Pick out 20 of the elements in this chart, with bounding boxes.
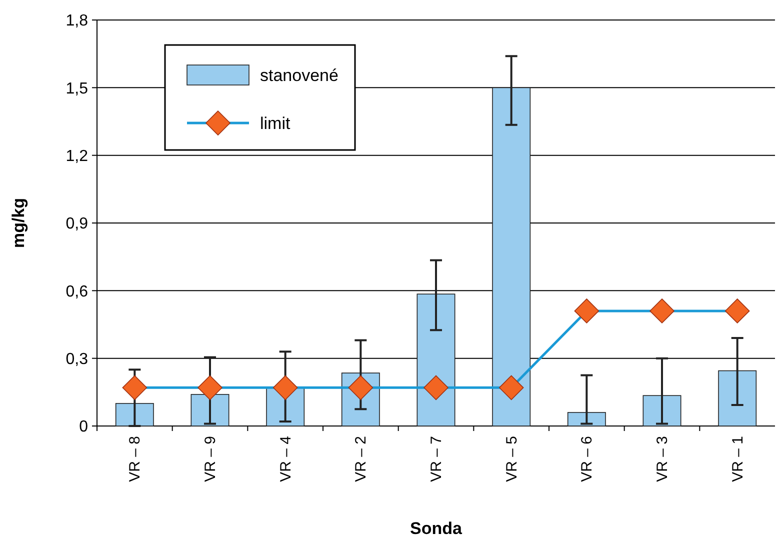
x-tick-label: VR – 1 (729, 436, 746, 482)
x-tick-label: VR – 3 (654, 436, 671, 482)
x-tick-label: VR – 5 (503, 436, 520, 482)
x-tick-label: VR – 8 (126, 436, 144, 482)
x-tick-label: VR – 6 (578, 436, 596, 482)
x-tick-label: VR – 9 (202, 436, 219, 482)
x-tick-label: VR – 2 (352, 436, 370, 482)
y-tick-label: 0 (79, 418, 88, 436)
x-tick-label: VR – 7 (428, 436, 445, 482)
y-tick-label: 1,2 (66, 148, 88, 165)
y-tick-label: 1,5 (66, 80, 88, 98)
x-axis-title: Sonda (410, 519, 463, 538)
legend-label: limit (260, 114, 290, 133)
y-tick-label: 0,3 (66, 350, 88, 368)
y-axis-title: mg/kg (9, 198, 28, 248)
x-tick-label: VR – 4 (277, 436, 294, 482)
y-tick-label: 0,6 (66, 283, 88, 300)
y-tick-label: 1,8 (66, 12, 88, 30)
legend-label: stanovené (260, 66, 338, 85)
y-tick-label: 0,9 (66, 216, 88, 233)
